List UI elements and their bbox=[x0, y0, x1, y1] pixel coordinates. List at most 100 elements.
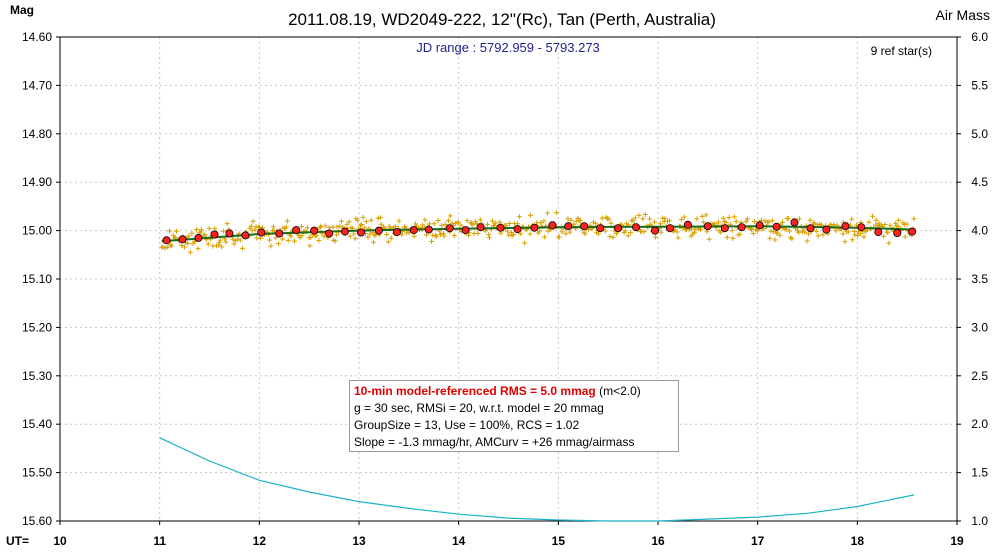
raw-measurement-cross bbox=[785, 216, 791, 221]
raw-measurement-cross bbox=[842, 239, 848, 245]
right-tick-label: 3.0 bbox=[971, 320, 988, 334]
raw-measurement-cross bbox=[651, 219, 657, 225]
raw-measurement-cross bbox=[308, 235, 314, 240]
raw-measurement-cross bbox=[344, 221, 350, 227]
raw-measurement-cross bbox=[885, 229, 891, 235]
right-tick-label: 2.0 bbox=[971, 417, 988, 431]
raw-measurement-cross bbox=[675, 235, 681, 241]
raw-measurement-cross bbox=[567, 229, 573, 235]
raw-measurement-cross bbox=[474, 221, 480, 227]
raw-measurement-cross bbox=[167, 228, 172, 234]
raw-measurement-cross bbox=[571, 221, 577, 227]
right-tick-label: 5.5 bbox=[971, 78, 988, 92]
x-tick-label: 18 bbox=[851, 534, 865, 548]
binned-point bbox=[632, 223, 641, 232]
binned-point bbox=[755, 221, 764, 230]
raw-measurement-cross bbox=[422, 217, 428, 223]
raw-measurement-cross bbox=[636, 212, 642, 218]
raw-measurement-cross bbox=[592, 220, 598, 226]
raw-measurement-cross bbox=[429, 239, 434, 244]
raw-measurement-cross bbox=[423, 232, 429, 238]
raw-measurement-cross bbox=[292, 238, 297, 244]
raw-measurement-cross bbox=[322, 223, 328, 229]
binned-point bbox=[210, 230, 219, 239]
raw-measurement-cross bbox=[873, 217, 879, 223]
raw-measurement-cross bbox=[789, 236, 795, 242]
raw-measurement-cross bbox=[706, 236, 712, 242]
raw-measurement-cross bbox=[248, 223, 254, 229]
raw-measurement-cross bbox=[610, 234, 616, 240]
raw-measurement-cross bbox=[475, 230, 481, 236]
raw-measurement-cross bbox=[445, 218, 451, 224]
binned-point bbox=[564, 222, 573, 231]
raw-measurement-cross bbox=[318, 223, 324, 229]
raw-measurement-cross bbox=[701, 219, 707, 225]
raw-measurement-cross bbox=[783, 226, 789, 232]
left-tick-label: 14.80 bbox=[22, 127, 52, 141]
binned-point bbox=[310, 226, 319, 235]
raw-measurement-cross bbox=[658, 221, 663, 227]
raw-measurement-cross bbox=[640, 216, 646, 222]
raw-measurement-cross bbox=[427, 221, 432, 227]
raw-measurement-cross bbox=[162, 245, 168, 251]
raw-measurement-cross bbox=[607, 233, 613, 239]
raw-measurement-cross bbox=[378, 221, 384, 227]
raw-measurement-cross bbox=[577, 217, 583, 223]
raw-measurement-cross bbox=[602, 228, 608, 234]
binned-point bbox=[683, 220, 692, 229]
raw-measurement-cross bbox=[658, 229, 664, 235]
raw-measurement-cross bbox=[628, 230, 633, 235]
raw-measurement-cross bbox=[375, 215, 381, 221]
binned-point bbox=[822, 225, 831, 234]
binned-point bbox=[596, 224, 605, 233]
binned-point bbox=[356, 228, 365, 237]
raw-measurement-cross bbox=[466, 232, 471, 238]
raw-measurement-cross bbox=[307, 243, 313, 249]
raw-measurement-cross bbox=[886, 240, 892, 246]
raw-measurement-cross bbox=[575, 215, 581, 221]
raw-measurement-cross bbox=[360, 214, 366, 220]
left-tick-label: 15.20 bbox=[22, 320, 52, 334]
raw-measurement-cross bbox=[273, 235, 279, 241]
raw-measurement-cross bbox=[752, 219, 758, 224]
raw-measurement-cross bbox=[267, 237, 273, 243]
raw-measurement-cross bbox=[346, 219, 352, 225]
raw-measurement-cross bbox=[806, 231, 812, 237]
binned-point bbox=[841, 222, 850, 231]
raw-measurement-cross bbox=[882, 222, 888, 227]
raw-measurement-cross bbox=[887, 222, 893, 228]
raw-measurement-cross bbox=[216, 242, 222, 248]
rms-value-text: 10-min model-referenced RMS = 5.0 mmag bbox=[354, 384, 596, 398]
right-axis-ticks: 6.0 5.5 5.0 4.5 4.0 3.5 3.0 2.5 2.0 1.5 1.0 bbox=[957, 30, 988, 528]
raw-measurement-cross bbox=[556, 234, 562, 240]
raw-measurement-cross bbox=[511, 231, 517, 237]
raw-measurement-cross bbox=[772, 237, 778, 243]
raw-measurement-cross bbox=[351, 231, 357, 237]
raw-measurement-cross bbox=[386, 223, 392, 229]
raw-measurement-cross bbox=[647, 216, 653, 222]
raw-measurement-cross bbox=[893, 220, 899, 226]
binned-point bbox=[340, 227, 349, 236]
binned-point bbox=[392, 228, 401, 237]
raw-measurement-cross bbox=[284, 218, 290, 224]
binned-point bbox=[614, 224, 623, 233]
raw-measurement-cross bbox=[770, 229, 776, 234]
raw-measurement-cross bbox=[339, 218, 344, 224]
raw-measurement-cross bbox=[774, 230, 780, 236]
raw-measurement-cross bbox=[179, 243, 185, 248]
left-tick-label: 15.10 bbox=[22, 272, 52, 286]
binned-point bbox=[445, 224, 454, 233]
raw-measurement-cross bbox=[477, 217, 483, 223]
binned-point bbox=[548, 221, 557, 230]
raw-measurement-cross bbox=[667, 218, 672, 224]
raw-measurement-cross bbox=[767, 235, 773, 241]
raw-measurement-cross bbox=[723, 220, 729, 225]
raw-measurement-cross bbox=[703, 212, 709, 218]
raw-measurement-cross bbox=[237, 237, 243, 243]
left-axis-label: Mag bbox=[10, 3, 34, 17]
raw-measurement-cross bbox=[224, 221, 230, 227]
raw-measurement-cross bbox=[221, 228, 227, 234]
raw-measurement-cross bbox=[811, 220, 817, 226]
chart-title: 2011.08.19, WD2049-222, 12"(Rc), Tan (Pe… bbox=[288, 10, 716, 29]
raw-measurement-cross bbox=[431, 221, 437, 227]
